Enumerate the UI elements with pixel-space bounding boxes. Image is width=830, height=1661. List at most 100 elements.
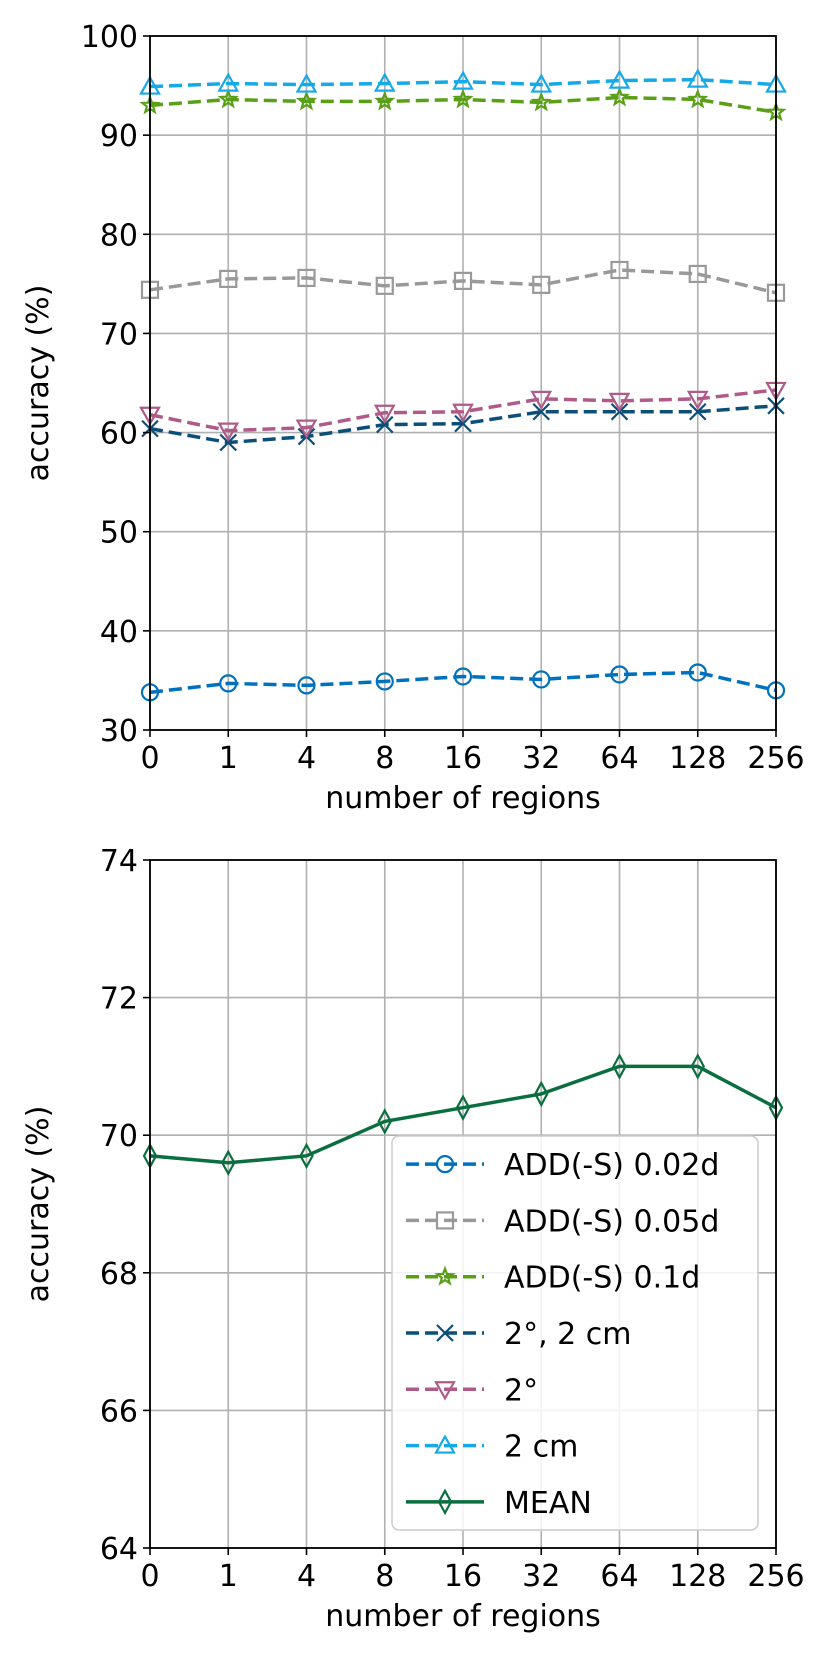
top-point (373, 72, 396, 92)
top-xtick-label: 256 (747, 741, 804, 776)
top-point (610, 260, 629, 280)
legend-frame (391, 1135, 759, 1531)
top-point (688, 663, 707, 682)
legend-marker-add-s-0-02d (435, 1155, 455, 1174)
top-point (297, 268, 316, 288)
top-point (610, 665, 629, 684)
legend-label: ADD(-S) 0.1d (504, 1261, 700, 1296)
top-xtick-label: 128 (669, 741, 726, 776)
top-ytick-label: 70 (100, 317, 138, 352)
top-point (375, 415, 394, 434)
bottom-point (377, 1108, 393, 1135)
top-point (375, 672, 394, 691)
top-point (217, 422, 240, 442)
bottom-ytick-label: 66 (100, 1394, 138, 1429)
bottom-xlabel: number of regions (325, 1599, 601, 1634)
top-line-2deg (149, 388, 777, 433)
top-point (375, 276, 394, 295)
legend-marker-mean (437, 1488, 453, 1516)
bottom-point (220, 1149, 236, 1177)
bottom-xtick-label: 8 (375, 1559, 394, 1594)
top-xtick-label: 8 (375, 741, 394, 776)
bottom-xtick-label: 0 (140, 1559, 159, 1594)
top-xtick-label: 4 (297, 741, 316, 776)
chart-mean-accuracy: 0 1 4 8 16 32 64 128 256 64 66 68 70 72 74 number of re… (21, 844, 805, 1634)
bottom-xtick-label: 1 (219, 1559, 238, 1594)
legend-label: 2 cm (504, 1430, 578, 1465)
bottom-point (299, 1142, 314, 1170)
bottom-point (455, 1094, 471, 1121)
top-point (452, 88, 474, 109)
chart-accuracy-by-metric: 0 1 4 8 16 32 64 128 256 30 40 50 60 70 80 90 100 number … (21, 20, 805, 816)
bottom-line-mean (149, 1064, 777, 1165)
top-point (297, 676, 316, 695)
top-point (453, 271, 473, 290)
top-point (530, 390, 553, 411)
top-point (452, 403, 474, 423)
top-line-2-cm (149, 77, 777, 89)
legend-item-mean: MEAN (406, 1486, 592, 1521)
top-xtick-label: 32 (522, 741, 560, 776)
legend-label: MEAN (504, 1486, 592, 1521)
top-xtick-label: 0 (140, 741, 159, 776)
bottom-xtick-label: 128 (669, 1559, 726, 1594)
top-point (686, 68, 709, 88)
legend-marker-add-s-0-1d (434, 1265, 456, 1286)
top-point (217, 88, 239, 109)
bottom-ytick-label: 64 (100, 1532, 138, 1567)
legend-label: 2°, 2 cm (504, 1317, 632, 1352)
bottom-xtick-label: 16 (444, 1559, 482, 1594)
top-ytick-label: 60 (100, 417, 138, 452)
top-point (373, 404, 396, 424)
top-point (608, 86, 631, 107)
top-point (453, 667, 473, 686)
top-point (295, 73, 318, 93)
top-xlabel: number of regions (325, 781, 601, 816)
top-ytick-label: 40 (100, 615, 138, 650)
top-ytick-label: 80 (100, 218, 138, 253)
top-point (688, 402, 707, 421)
top-point (532, 275, 551, 294)
top-point (608, 392, 631, 413)
top-series-add-s-0-1d (139, 86, 787, 122)
top-point (688, 264, 707, 284)
top-xtick-label: 64 (600, 741, 638, 776)
legend-item-add-s-0-05d: ADD(-S) 0.05d (406, 1204, 719, 1239)
legend-item-add-s-0-1d: ADD(-S) 0.1d (406, 1261, 700, 1296)
top-line-add-s-0-1d (149, 95, 777, 115)
top-series-2deg (139, 381, 787, 442)
bottom-ytick-label: 72 (100, 982, 138, 1017)
top-point (219, 674, 238, 693)
top-line-add-s-0-02d (149, 670, 777, 695)
top-xtick-label: 1 (219, 741, 238, 776)
legend-label: ADD(-S) 0.05d (504, 1204, 719, 1239)
top-point (687, 88, 709, 109)
bottom-xtick-label: 32 (522, 1559, 560, 1594)
legend-item-add-s-0-02d: ADD(-S) 0.02d (406, 1148, 719, 1183)
top-point (454, 414, 472, 433)
bottom-point (612, 1053, 627, 1080)
top-ytick-label: 100 (81, 20, 138, 55)
bottom-ytick-label: 68 (100, 1257, 138, 1292)
top-series-2deg-2-cm (141, 397, 785, 452)
top-series-add-s-0-02d (140, 663, 786, 702)
legend-marker-add-s-0-05d (435, 1211, 455, 1230)
top-point (219, 433, 238, 452)
top-point (686, 390, 709, 411)
bottom-xtick-label: 4 (297, 1559, 316, 1594)
top-line-add-s-0-05d (149, 268, 777, 295)
top-point (530, 91, 552, 112)
legend-item-2deg-2-cm: 2°, 2 cm (406, 1317, 632, 1352)
top-point (219, 269, 238, 288)
top-point (374, 90, 396, 111)
bottom-xtick-label: 256 (747, 1559, 804, 1594)
legend-item-2deg: 2° (406, 1373, 538, 1408)
top-ytick-label: 30 (100, 714, 138, 749)
top-point (295, 419, 318, 439)
legend-label: ADD(-S) 0.02d (504, 1148, 719, 1183)
bottom-ytick-label: 70 (100, 1119, 138, 1154)
top-point (452, 70, 474, 90)
bottom-point (533, 1080, 549, 1108)
top-ytick-label: 50 (100, 516, 138, 551)
